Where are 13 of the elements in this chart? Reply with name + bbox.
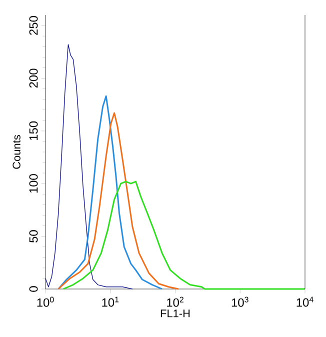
- y-tick-label: 50: [29, 230, 38, 242]
- y-tick-label: 200: [29, 68, 38, 88]
- y-tick-label: 150: [29, 121, 38, 140]
- x-tick-label: 10$^{2}$: [167, 296, 184, 307]
- x-axis-title: FL1-H: [160, 310, 190, 318]
- y-tick-label: 250: [29, 16, 38, 35]
- x-tick-label: 10$^{0}$: [37, 296, 54, 307]
- x-tick-label: 10$^{4}$: [296, 296, 314, 307]
- y-tick-label: 0: [29, 286, 38, 292]
- y-axis-title: Counts: [12, 135, 20, 169]
- x-tick-label: 10$^{1}$: [102, 296, 119, 307]
- x-tick-label: 10$^{3}$: [232, 296, 248, 307]
- y-tick-label: 100: [29, 174, 38, 193]
